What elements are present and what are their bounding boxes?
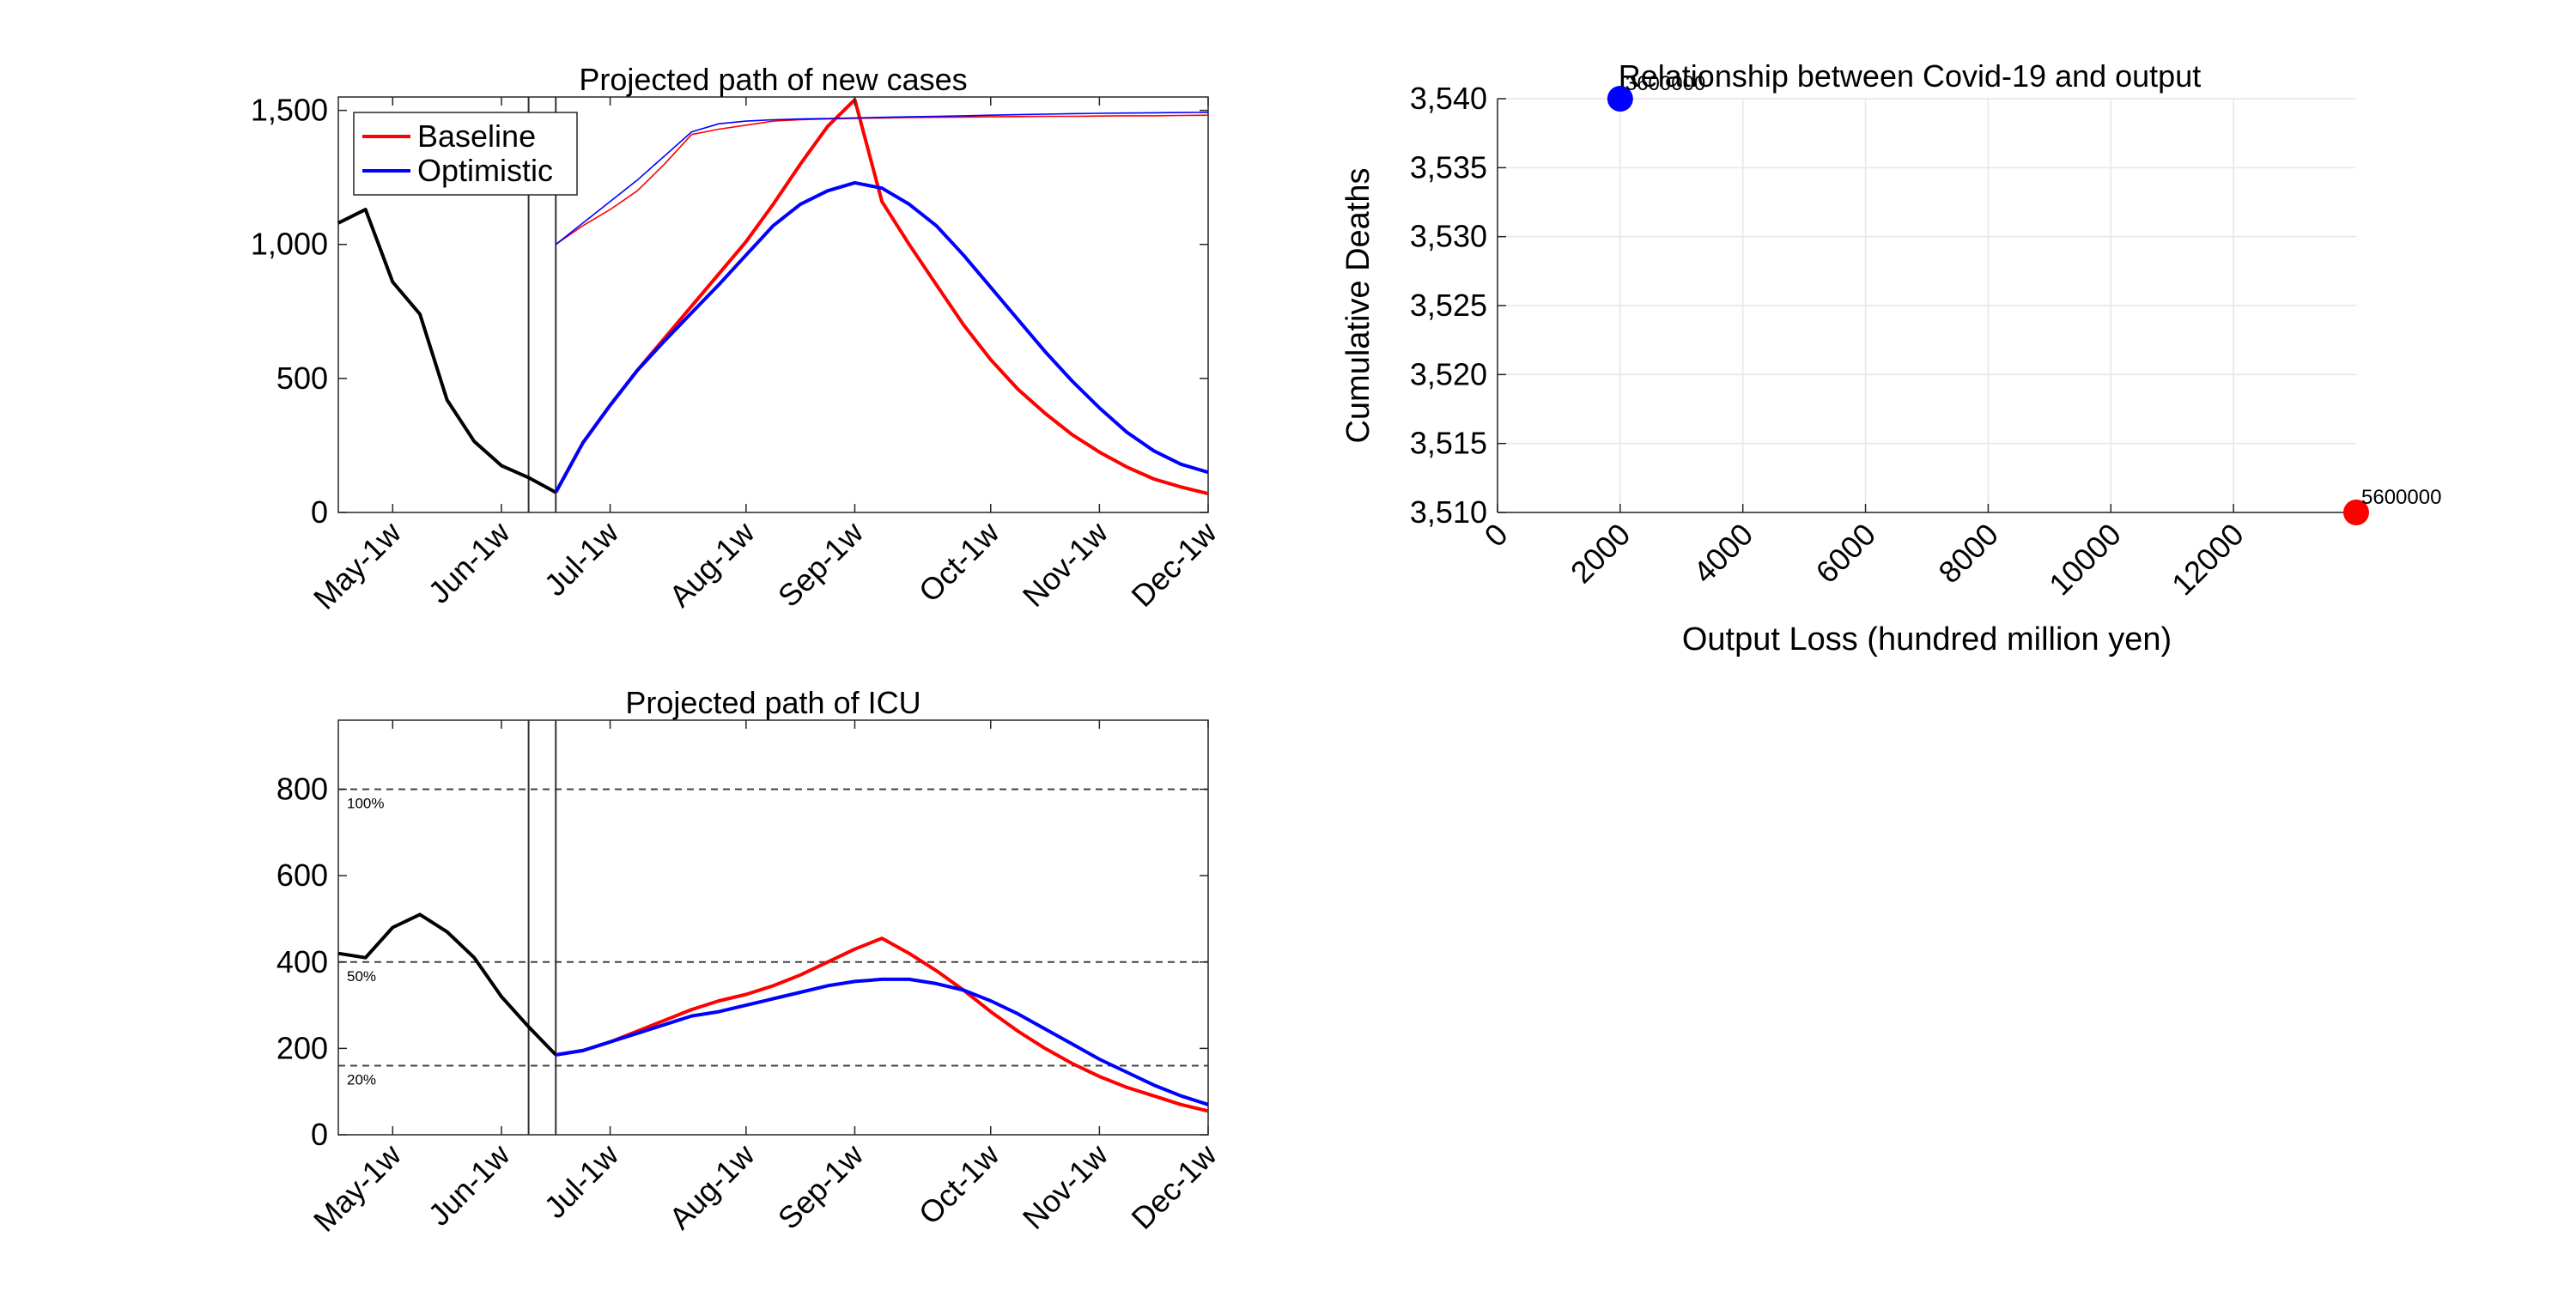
y-tick-label: 3,530 (1410, 219, 1487, 254)
y-tick-label: 500 (276, 361, 328, 396)
y-tick-label: 800 (276, 772, 328, 807)
reference-line-label: 50% (347, 968, 376, 985)
series-line-observed (337, 208, 557, 494)
scatter-point-label: 5600000 (2361, 486, 2441, 509)
series-line-optimistic (555, 977, 1209, 1106)
x-axis-label: Output Loss (hundred million yen) (1682, 621, 2172, 658)
reference-line-label: 100% (347, 796, 384, 812)
y-tick-label: 3,525 (1410, 288, 1487, 323)
legend-label-optimistic: Optimistic (417, 153, 553, 188)
legend-label-baseline: Baseline (417, 118, 536, 154)
legend-box (353, 112, 578, 196)
y-axis-label: Cumulative Deaths (1340, 167, 1376, 443)
y-tick-label: 1,000 (251, 227, 328, 262)
series-line-baseline (555, 936, 1209, 1113)
y-tick-label: 3,510 (1410, 494, 1487, 530)
scatter-point-label: 3600000 (1625, 72, 1705, 95)
series-line-baseline (554, 98, 1209, 496)
y-tick-label: 600 (276, 858, 328, 893)
scatter-point (1607, 86, 1633, 112)
plot-area (337, 719, 1209, 1136)
chart-title: Projected path of new cases (579, 62, 967, 97)
y-tick-label: 0 (311, 1117, 328, 1152)
scatter-point (2343, 500, 2369, 525)
y-tick-label: 3,540 (1410, 81, 1487, 116)
series-line-observed (337, 912, 557, 1057)
y-tick-label: 400 (276, 944, 328, 979)
y-tick-label: 1,500 (251, 93, 328, 128)
reference-line-label: 20% (347, 1072, 376, 1088)
chart-title: Relationship between Covid-19 and output (1619, 58, 2201, 94)
series-line-optimistic_thin (555, 112, 1209, 245)
y-tick-label: 200 (276, 1030, 328, 1065)
y-tick-label: 3,520 (1410, 356, 1487, 391)
chart-title: Projected path of ICU (625, 685, 920, 720)
y-tick-label: 3,535 (1410, 149, 1487, 185)
series-line-optimistic (554, 180, 1209, 494)
y-tick-label: 3,515 (1410, 426, 1487, 461)
y-tick-label: 0 (311, 494, 328, 530)
